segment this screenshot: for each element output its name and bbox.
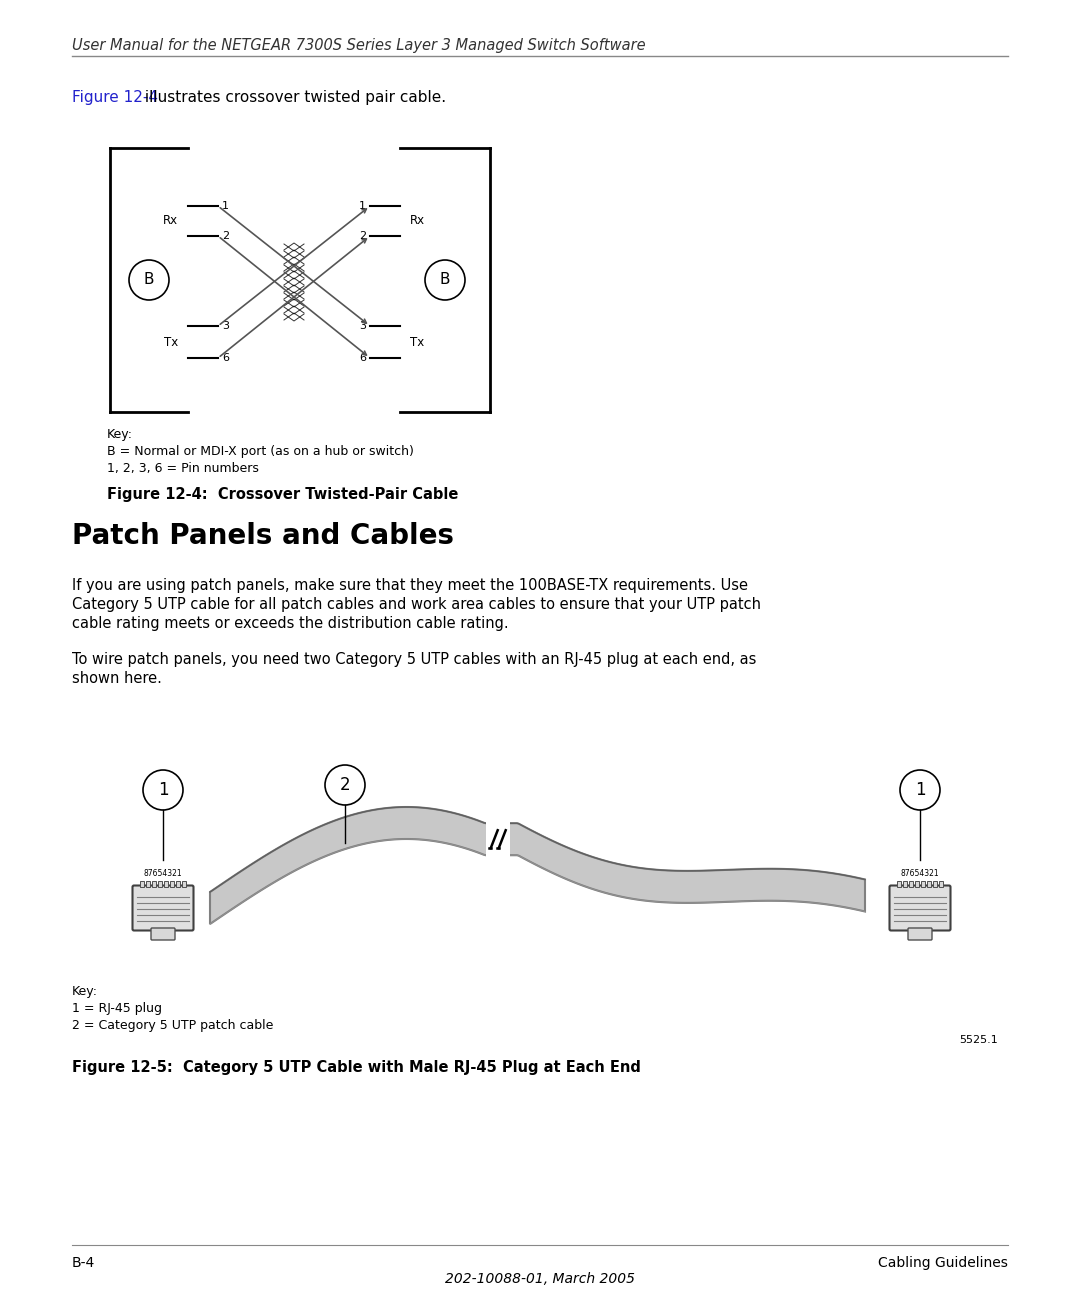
Bar	[170, 881, 174, 886]
Bar	[939, 881, 943, 886]
Bar	[176, 881, 180, 886]
Bar	[158, 881, 162, 886]
Text: 6: 6	[359, 353, 366, 363]
Bar	[915, 881, 919, 886]
Text: 1: 1	[222, 201, 229, 211]
Text: Key:: Key:	[107, 428, 133, 441]
FancyBboxPatch shape	[151, 928, 175, 940]
Text: 3: 3	[222, 321, 229, 330]
Text: Figure 12-4:  Crossover Twisted-Pair Cable: Figure 12-4: Crossover Twisted-Pair Cabl…	[107, 487, 458, 502]
Bar	[927, 881, 931, 886]
Text: Figure 12-4: Figure 12-4	[72, 89, 158, 105]
Text: 1: 1	[359, 201, 366, 211]
Text: User Manual for the NETGEAR 7300S Series Layer 3 Managed Switch Software: User Manual for the NETGEAR 7300S Series…	[72, 38, 646, 53]
Text: 2 = Category 5 UTP patch cable: 2 = Category 5 UTP patch cable	[72, 1019, 273, 1032]
Text: Figure 12-5:  Category 5 UTP Cable with Male RJ-45 Plug at Each End: Figure 12-5: Category 5 UTP Cable with M…	[72, 1060, 640, 1074]
Bar	[146, 881, 150, 886]
Text: Cabling Guidelines: Cabling Guidelines	[878, 1256, 1008, 1270]
Text: Tx: Tx	[410, 336, 424, 349]
Text: 2: 2	[340, 776, 350, 794]
FancyBboxPatch shape	[133, 885, 193, 931]
Bar	[164, 881, 168, 886]
Text: Rx: Rx	[163, 215, 178, 228]
Text: 2: 2	[359, 231, 366, 241]
Bar	[152, 881, 156, 886]
Text: B: B	[440, 272, 450, 288]
Text: 5525.1: 5525.1	[959, 1036, 998, 1045]
Text: Key:: Key:	[72, 985, 98, 998]
Text: 1, 2, 3, 6 = Pin numbers: 1, 2, 3, 6 = Pin numbers	[107, 461, 259, 476]
Text: 202-10088-01, March 2005: 202-10088-01, March 2005	[445, 1271, 635, 1286]
Bar	[140, 881, 144, 886]
Text: To wire patch panels, you need two Category 5 UTP cables with an RJ-45 plug at e: To wire patch panels, you need two Categ…	[72, 652, 756, 667]
Text: If you are using patch panels, make sure that they meet the 100BASE-TX requireme: If you are using patch panels, make sure…	[72, 578, 748, 594]
Polygon shape	[210, 807, 865, 924]
Bar	[903, 881, 907, 886]
Text: 1: 1	[158, 781, 168, 800]
FancyBboxPatch shape	[908, 928, 932, 940]
Text: B-4: B-4	[72, 1256, 95, 1270]
Bar	[921, 881, 924, 886]
Text: 6: 6	[222, 353, 229, 363]
Text: 1 = RJ-45 plug: 1 = RJ-45 plug	[72, 1002, 162, 1015]
Bar	[897, 881, 901, 886]
Text: cable rating meets or exceeds the distribution cable rating.: cable rating meets or exceeds the distri…	[72, 616, 509, 631]
Text: 3: 3	[359, 321, 366, 330]
Text: illustrates crossover twisted pair cable.: illustrates crossover twisted pair cable…	[140, 89, 446, 105]
Text: Rx: Rx	[410, 215, 426, 228]
Text: B = Normal or MDI-X port (as on a hub or switch): B = Normal or MDI-X port (as on a hub or…	[107, 445, 414, 457]
FancyBboxPatch shape	[890, 885, 950, 931]
Bar	[486, 820, 510, 858]
Text: Tx: Tx	[164, 336, 178, 349]
Text: Patch Panels and Cables: Patch Panels and Cables	[72, 522, 454, 550]
Bar	[909, 881, 913, 886]
Text: 2: 2	[222, 231, 229, 241]
Text: B: B	[144, 272, 154, 288]
Text: 1: 1	[915, 781, 926, 800]
Text: 87654321: 87654321	[901, 870, 940, 877]
Text: Category 5 UTP cable for all patch cables and work area cables to ensure that yo: Category 5 UTP cable for all patch cable…	[72, 597, 761, 612]
Text: shown here.: shown here.	[72, 671, 162, 686]
Text: 87654321: 87654321	[144, 870, 183, 877]
Bar	[933, 881, 937, 886]
Bar	[183, 881, 186, 886]
